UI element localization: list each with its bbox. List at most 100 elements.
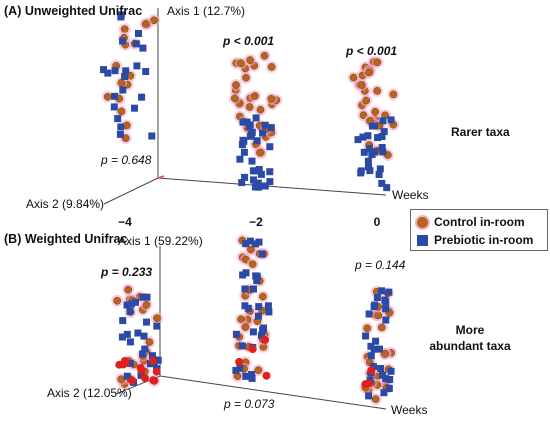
panel-b-control-point xyxy=(248,260,257,268)
panel-b-prebiotic-point xyxy=(264,302,272,310)
panel-a-prebiotic-point xyxy=(119,86,127,94)
panel-b-prebiotic-point xyxy=(134,329,142,337)
panel-a-prebiotic-point xyxy=(360,148,368,156)
panel-b-prebiotic-point xyxy=(126,338,134,346)
panel-b-prebiotic-point xyxy=(153,322,161,330)
panel-b-prebiotic-point xyxy=(365,392,373,400)
panel-a-control-point xyxy=(256,105,265,114)
prebiotic-square-icon xyxy=(417,234,428,246)
panel-a-prebiotic-point xyxy=(100,66,107,74)
legend: Control in-room Prebiotic in-room xyxy=(410,209,548,251)
panel-a-control-point xyxy=(141,20,150,28)
panel-b-control-point xyxy=(145,338,154,346)
panel-b-control-point xyxy=(124,285,133,294)
panel-a-prebiotic-point xyxy=(261,121,269,129)
panel-b-control-point xyxy=(371,395,380,403)
panel-a-prebiotic-point xyxy=(254,179,262,187)
panel-b-prebiotic-point xyxy=(143,318,150,326)
panel-a-prebiotic-point xyxy=(246,132,254,140)
panel-a-control-point xyxy=(117,107,126,116)
panel-a-prebiotic-point xyxy=(267,124,275,132)
panel-a-control-point xyxy=(245,103,254,111)
panel-a-title: (A) Unweighted Unifrac xyxy=(4,4,142,18)
panel-a-prebiotic-point xyxy=(252,114,260,122)
panel-b-prebiotic-point xyxy=(387,367,395,375)
panel-b-control-point xyxy=(247,245,255,254)
panel-a-prebiotic-point xyxy=(364,157,372,165)
panel-b-prebiotic-point xyxy=(376,345,383,353)
panel-a-control-point xyxy=(260,51,269,60)
panel-b-prebiotic-point xyxy=(255,303,263,311)
panel-a-prebiotic-point xyxy=(383,184,391,192)
panel-b-side-label-line2: abundant taxa xyxy=(429,339,511,353)
panel-a-control-point xyxy=(359,111,368,120)
panel-a-prebiotic-point xyxy=(241,173,249,181)
panel-a-prebiotic-point xyxy=(119,37,127,45)
panel-b-prebiotic-point xyxy=(244,304,252,312)
panel-a-points xyxy=(100,11,400,192)
panel-a-control-point xyxy=(246,56,254,64)
panel-a-control-point xyxy=(232,81,240,89)
panel-b-prebiotic-point xyxy=(248,374,256,382)
panel-a-prebiotic-point xyxy=(365,163,372,171)
panel-a-prebiotic-point xyxy=(117,123,125,131)
panel-b-prebiotic-point xyxy=(365,310,373,318)
panel-a-prebiotic-point xyxy=(250,176,257,184)
panel-b-highlight-point xyxy=(148,356,157,365)
panel-a-prebiotic-point xyxy=(104,69,112,77)
panel-a-prebiotic-point xyxy=(135,30,142,37)
panel-a-prebiotic-point xyxy=(236,155,244,163)
panel-b-prebiotic-point xyxy=(241,285,249,293)
panel-b-control-point xyxy=(254,366,263,375)
panel-b-prebiotic-point xyxy=(370,345,378,353)
panel-b-prebiotic-point xyxy=(143,293,151,301)
panel-a-prebiotic-point xyxy=(117,11,125,19)
panel-a-prebiotic-point xyxy=(261,182,269,190)
panel-b-prebiotic-point xyxy=(379,371,386,379)
panel-a-side-label: Rarer taxa xyxy=(451,125,510,139)
panel-a-control-point xyxy=(267,94,276,103)
panel-a-prebiotic-point xyxy=(387,116,395,124)
panel-b-prebiotic-point xyxy=(119,317,127,325)
panel-a-control-point xyxy=(267,63,276,71)
panel-a-prebiotic-point xyxy=(376,165,384,173)
legend-prebiotic-label: Prebiotic in-room xyxy=(434,233,534,247)
panel-b-side-label-line1: More xyxy=(456,323,485,337)
panel-b-prebiotic-point xyxy=(132,298,139,306)
panel-a-prebiotic-point xyxy=(110,103,118,111)
panel-b-prebiotic-point xyxy=(126,359,134,367)
panel-a-prebiotic-point xyxy=(266,178,274,186)
panel-a-prebiotic-point xyxy=(364,132,372,140)
panel-a-axis2-label: Axis 2 (9.84%) xyxy=(26,197,104,211)
panel-b-pvalue-week-minus4: p = 0.233 xyxy=(100,265,152,279)
panel-a-prebiotic-point xyxy=(359,133,367,141)
panel-a-prebiotic-point xyxy=(132,40,140,48)
panel-b-prebiotic-point xyxy=(265,308,273,316)
panel-b-control-point xyxy=(153,314,161,323)
panel-b-highlight-point xyxy=(136,364,145,372)
panel-a-prebiotic-point xyxy=(379,117,387,125)
panel-a-prebiotic-point xyxy=(257,170,265,178)
panel-b-prebiotic-point xyxy=(140,332,148,340)
panel-a-origin-tick xyxy=(157,175,165,179)
panel-b-prebiotic-point xyxy=(378,287,386,295)
panel-a-tick-week-minus4: −4 xyxy=(118,215,132,229)
panel-a-axes xyxy=(103,8,387,205)
panel-b-prebiotic-point xyxy=(253,277,261,285)
panel-a-control-point xyxy=(365,68,374,77)
panel-a-prebiotic-point xyxy=(374,134,382,142)
panel-b-prebiotic-point xyxy=(382,305,390,313)
panel-a-control-point xyxy=(251,92,259,100)
panel-b-prebiotic-point xyxy=(253,272,261,280)
panel-a-prebiotic-point xyxy=(365,145,373,153)
panel-b-prebiotic-point xyxy=(370,363,377,371)
panel-a-prebiotic-point xyxy=(248,128,256,136)
panel-a-prebiotic-point xyxy=(122,67,130,75)
legend-control-label: Control in-room xyxy=(434,215,525,229)
panel-a-prebiotic-point xyxy=(111,67,119,75)
panel-b-prebiotic-point xyxy=(123,301,131,309)
panel-b-prebiotic-point xyxy=(246,237,254,245)
panel-b-prebiotic-point xyxy=(236,364,244,372)
panel-b-highlight-point xyxy=(262,371,271,380)
